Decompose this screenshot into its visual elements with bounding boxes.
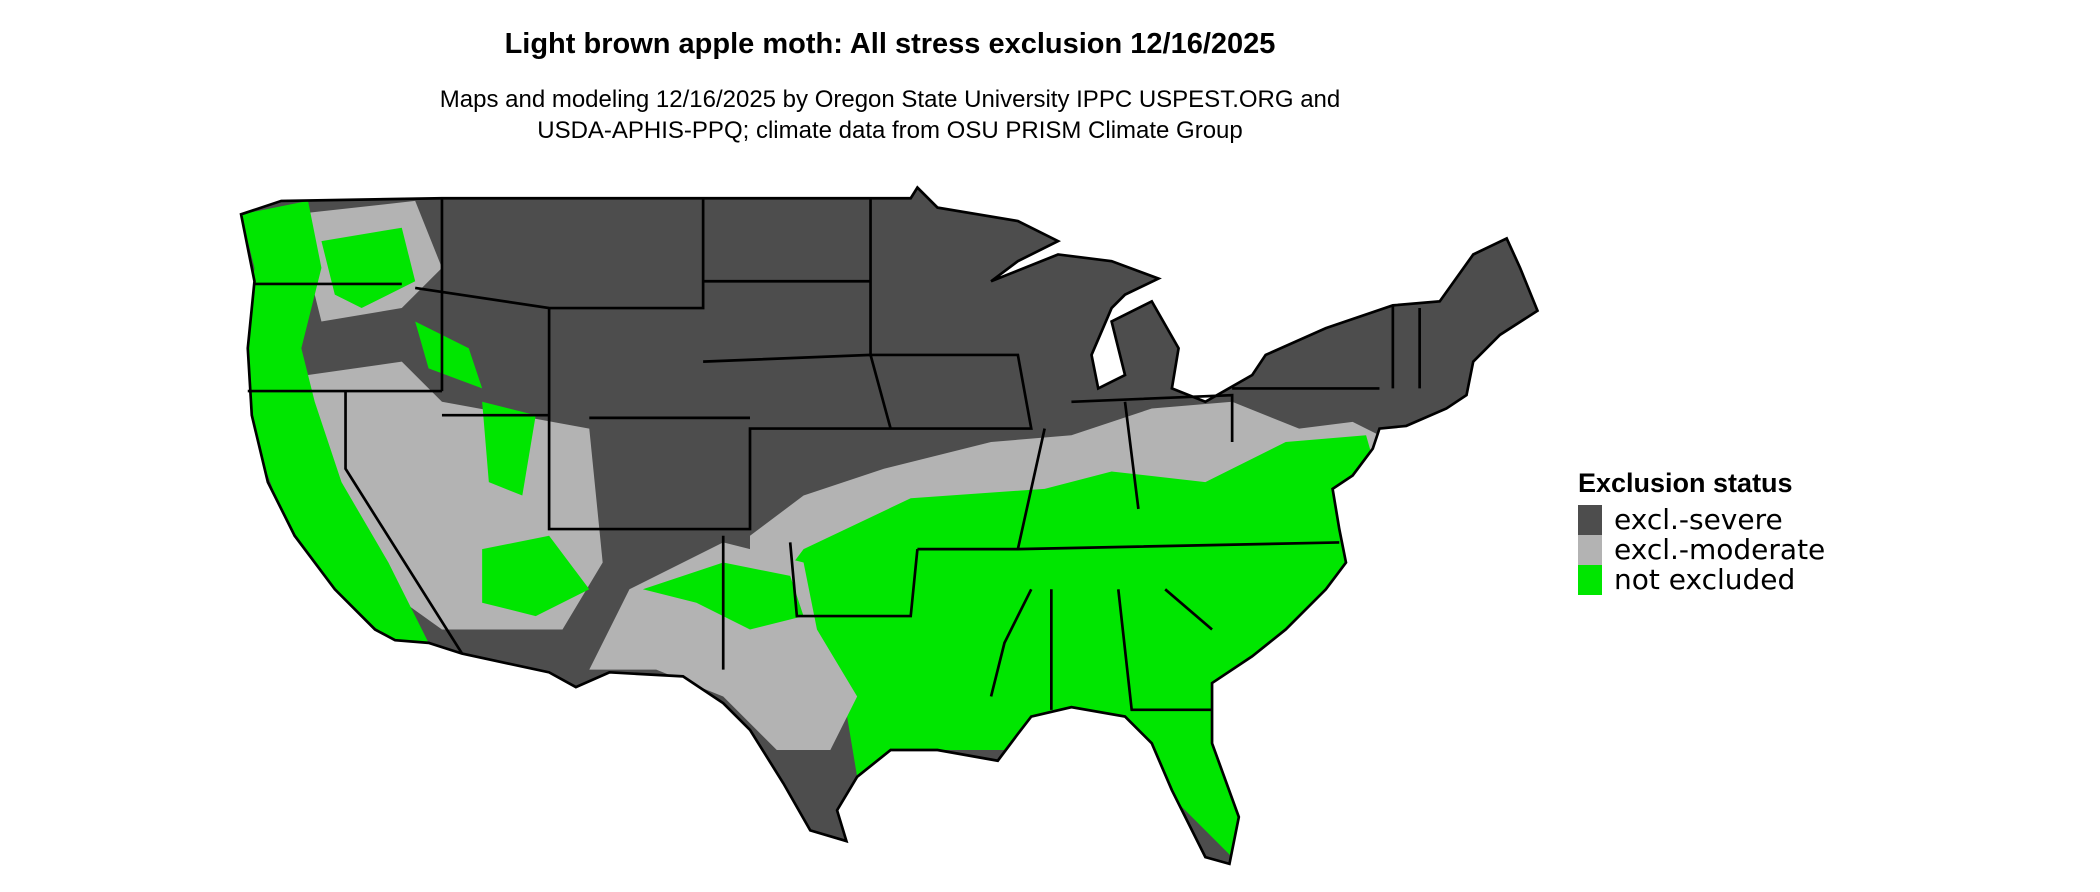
legend-swatch-moderate [1578,535,1602,565]
map-title: Light brown apple moth: All stress exclu… [504,28,1276,60]
legend-swatch-not-excluded [1578,565,1602,595]
not-excluded-montana-west [415,321,483,389]
legend-label-moderate: excl.-moderate [1614,533,1826,566]
subtitle-line-1: Maps and modeling 12/16/2025 by Oregon S… [439,86,1341,113]
legend-item-moderate: excl.-moderate [1578,535,1825,565]
map-subtitle: Maps and modeling 12/16/2025 by Oregon S… [0,84,1780,146]
subtitle-line-2: USDA-APHIS-PPQ; climate data from OSU PR… [537,117,1243,144]
legend-item-severe: excl.-severe [1578,505,1825,535]
legend: Exclusion status excl.-severe excl.-mode… [1578,468,1825,595]
legend-swatch-severe [1578,505,1602,535]
legend-label-not-excluded: not excluded [1614,563,1796,596]
legend-title: Exclusion status [1578,468,1793,498]
not-excluded-idaho [321,227,416,309]
legend-item-not-excluded: not excluded [1578,565,1825,595]
legend-label-severe: excl.-severe [1614,503,1783,536]
not-excluded-arizona [482,535,590,617]
not-excluded-westcoast [241,200,429,643]
not-excluded-utah [482,401,536,496]
state-borders [239,186,1539,866]
